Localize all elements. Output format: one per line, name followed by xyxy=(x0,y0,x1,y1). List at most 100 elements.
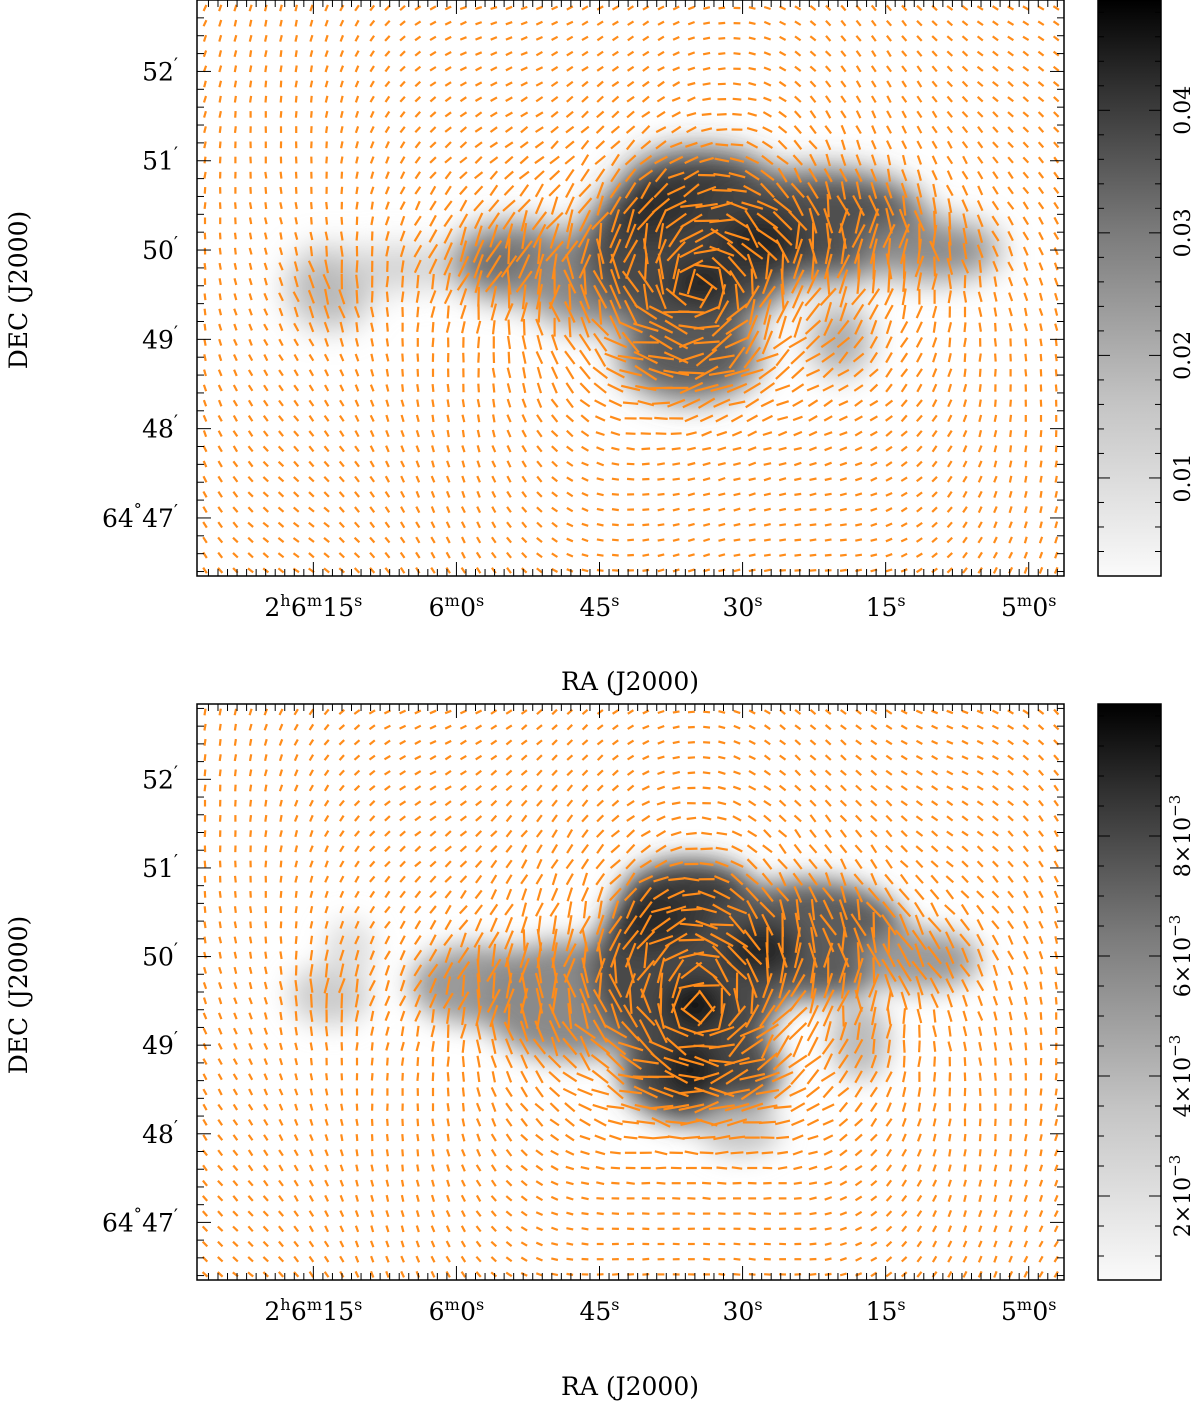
polarization-vector xyxy=(340,156,344,164)
polarization-vector xyxy=(520,724,528,731)
polarization-vector xyxy=(263,1058,269,1066)
polarization-vector xyxy=(963,1210,967,1218)
polarization-vector xyxy=(808,858,818,870)
polarization-vector xyxy=(264,65,268,73)
polarization-vector xyxy=(308,769,314,777)
polarization-vector xyxy=(626,1181,635,1185)
polarization-vector xyxy=(915,368,923,378)
polarization-vector xyxy=(309,1088,314,1096)
polarization-vector xyxy=(459,20,467,26)
polarization-vector xyxy=(385,275,390,288)
polarization-vector xyxy=(520,1070,529,1084)
polarization-vector xyxy=(399,171,406,180)
polarization-vector xyxy=(551,814,558,823)
polarization-vector xyxy=(203,738,207,746)
polarization-vector xyxy=(248,34,253,42)
polarization-vector xyxy=(963,1194,967,1202)
polarization-vector xyxy=(823,972,834,999)
polarization-vector xyxy=(809,508,817,512)
polarization-vector xyxy=(308,739,315,746)
polarization-vector xyxy=(1054,445,1058,453)
polarization-vector xyxy=(309,1073,314,1081)
polarization-vector xyxy=(323,567,330,574)
polarization-vector xyxy=(854,1054,864,1069)
polarization-vector xyxy=(900,800,908,807)
polarization-vector xyxy=(581,110,589,119)
polarization-vector xyxy=(534,253,545,280)
polarization-vector xyxy=(1039,338,1043,347)
polarization-vector xyxy=(1053,845,1059,853)
polarization-vector xyxy=(414,830,422,837)
polarization-vector xyxy=(657,50,665,57)
polarization-vector xyxy=(716,430,728,437)
polarization-vector xyxy=(838,415,848,422)
polarization-vector xyxy=(1038,920,1044,929)
polarization-vector xyxy=(369,905,376,914)
polarization-vector xyxy=(550,1133,560,1142)
polarization-vector xyxy=(308,414,315,422)
polarization-vector xyxy=(324,1118,329,1126)
polarization-vector xyxy=(459,240,468,262)
polarization-vector xyxy=(669,861,684,867)
polarization-vector xyxy=(902,1071,907,1083)
polarization-vector xyxy=(400,430,405,438)
polarization-vector xyxy=(823,431,833,437)
polarization-vector xyxy=(355,201,359,210)
polarization-vector xyxy=(400,1225,405,1233)
polarization-vector xyxy=(534,1102,545,1112)
polarization-vector xyxy=(708,354,735,361)
polarization-vector xyxy=(458,213,469,229)
polarization-vector xyxy=(931,445,938,453)
polarization-vector xyxy=(263,1073,269,1081)
polarization-vector xyxy=(294,111,298,118)
polarization-vector xyxy=(429,740,437,745)
polarization-vector xyxy=(809,769,817,777)
polarization-vector xyxy=(446,1194,451,1202)
polarization-vector xyxy=(642,523,650,527)
polarization-vector xyxy=(946,490,953,498)
polarization-vector xyxy=(278,1118,284,1126)
polarization-vector xyxy=(263,292,269,301)
polarization-vector xyxy=(809,957,817,984)
polarization-vector xyxy=(233,738,237,746)
polarization-vector xyxy=(639,914,653,936)
polarization-vector xyxy=(667,398,686,408)
polarization-vector xyxy=(460,1210,466,1218)
polarization-vector xyxy=(916,1008,923,1024)
polarization-vector xyxy=(697,1005,716,1027)
polarization-vector xyxy=(277,537,285,543)
polarization-vector xyxy=(384,845,391,853)
polarization-vector xyxy=(702,756,711,760)
polarization-vector xyxy=(517,254,531,279)
polarization-vector xyxy=(992,156,999,164)
polarization-vector xyxy=(947,352,952,363)
polarization-vector xyxy=(218,354,223,362)
polarization-vector xyxy=(263,338,269,346)
polarization-vector xyxy=(476,1071,481,1083)
polarization-vector xyxy=(535,351,544,365)
polarization-vector xyxy=(839,1226,847,1231)
polarization-vector xyxy=(384,65,391,73)
polarization-vector xyxy=(369,1270,375,1278)
polarization-vector xyxy=(354,475,360,483)
polarization-vector xyxy=(370,216,375,226)
polarization-vector xyxy=(384,890,391,899)
polarization-vector xyxy=(642,538,650,542)
polarization-vector xyxy=(579,300,591,324)
colorbar-tick-label: 0.03 xyxy=(1171,208,1196,257)
polarization-vector xyxy=(323,977,330,994)
polarization-vector xyxy=(855,784,863,792)
polarization-vector xyxy=(217,1088,223,1096)
polarization-vector xyxy=(993,1255,998,1263)
polarization-vector xyxy=(916,476,923,483)
polarization-vector xyxy=(263,981,268,990)
polarization-vector xyxy=(354,1210,360,1218)
polarization-vector xyxy=(670,845,683,852)
polarization-vector xyxy=(963,353,967,362)
polarization-vector xyxy=(869,430,878,437)
polarization-vector xyxy=(262,1225,269,1232)
polarization-vector xyxy=(549,223,560,249)
polarization-vector xyxy=(354,920,360,929)
polarization-vector xyxy=(505,814,513,823)
polarization-vector xyxy=(278,1134,284,1142)
